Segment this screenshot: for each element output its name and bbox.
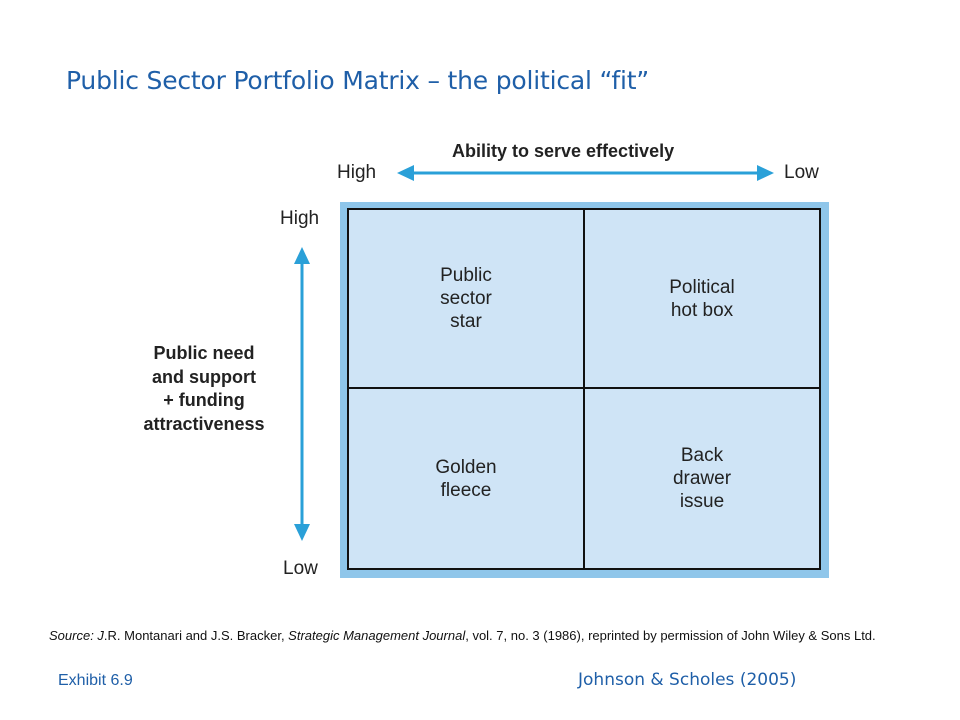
quadrant-political-hot-box: Political hot box [585,210,819,387]
exhibit-label: Exhibit 6.9 [58,672,133,689]
double-headed-horizontal-arrow-icon [397,165,774,181]
quadrant-public-sector-star: Public sector star [349,210,583,387]
source-citation: Source: J.R. Montanari and J.S. Bracker,… [49,626,909,646]
y-axis-title-line: and support [152,366,256,387]
quadrant-label-line: drawer [672,468,732,489]
x-axis-low-label: Low [784,162,819,183]
x-axis-title: Ability to serve effectively [452,141,675,161]
y-axis-high-label: High [280,208,320,229]
y-axis-title-line: Public need [153,343,255,363]
source-authors: .R. Montanari and J.S. Bracker, [103,628,289,643]
matrix-vertical-divider [583,208,585,570]
quadrant-label-line: Public [440,265,492,286]
matrix-horizontal-divider [347,387,821,389]
quadrant-label-line: Political [669,276,735,298]
slide-title: Public Sector Portfolio Matrix – the pol… [66,66,650,95]
source-prefix: Source: J [49,628,104,643]
quadrant-back-drawer-issue: Back drawer issue [585,389,819,568]
y-axis-title-line: attractiveness [143,413,265,434]
quadrant-label-line: star [450,311,482,332]
quadrant-label-line: Golden [435,456,497,478]
source-journal: Strategic Management Journal [288,628,466,643]
double-headed-vertical-arrow-icon [294,247,310,541]
y-axis-title-line: + funding [163,390,245,410]
quadrant-golden-fleece: Golden fleece [349,389,583,568]
quadrant-label-line: sector [440,288,492,309]
quadrant-label-line: Back [680,445,724,466]
quadrant-label-line: fleece [440,479,492,501]
y-axis-title: Public need and support + funding attrac… [118,342,290,436]
source-details: , vol. 7, no. 3 (1986), reprinted by per… [465,628,876,643]
y-axis-low-label: Low [283,558,318,579]
credit-label: Johnson & Scholes (2005) [578,670,797,690]
quadrant-label-line: issue [679,491,725,512]
x-axis-high-label: High [337,162,377,183]
quadrant-label-line: hot box [670,299,734,321]
